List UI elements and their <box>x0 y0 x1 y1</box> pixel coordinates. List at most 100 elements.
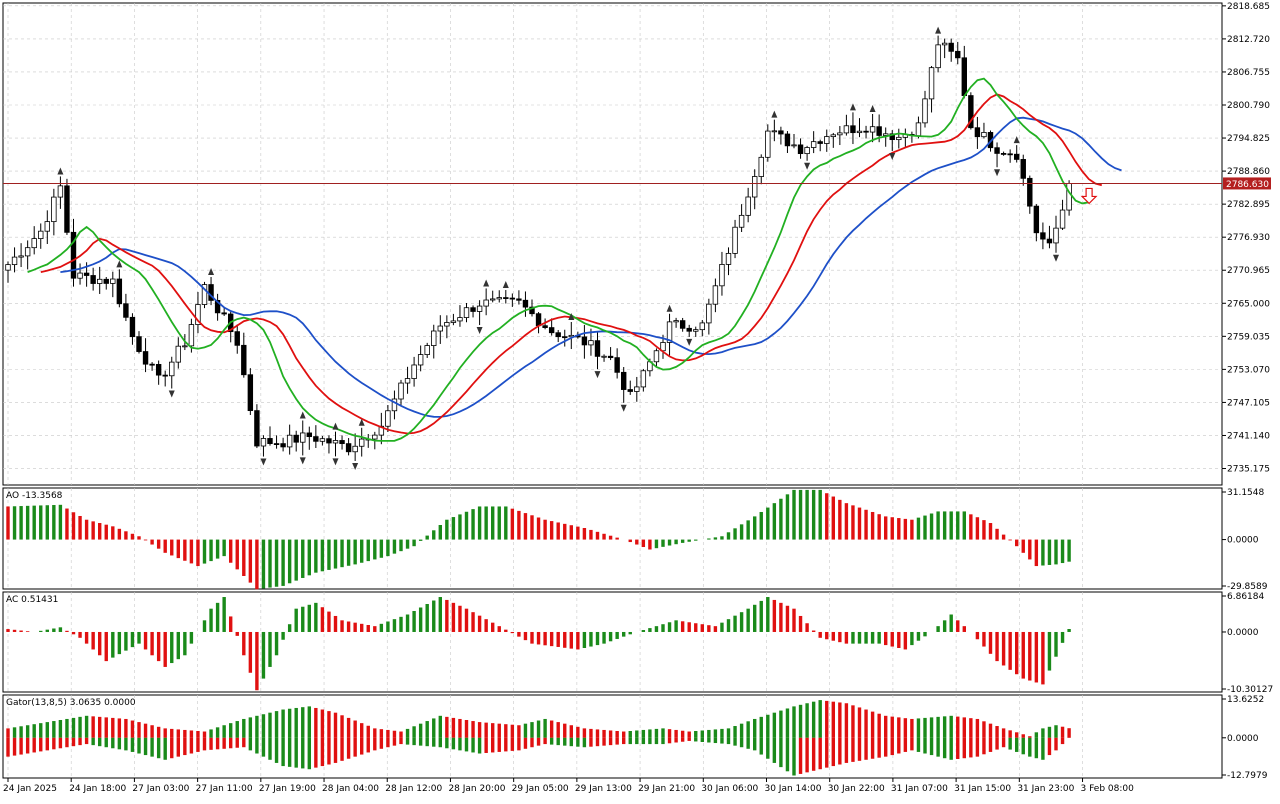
fractal-down-marker <box>260 458 267 466</box>
candle <box>149 363 155 366</box>
candle <box>679 320 686 329</box>
candle <box>398 382 404 400</box>
candle <box>548 327 555 334</box>
candle <box>922 98 928 124</box>
candle <box>136 336 142 352</box>
candle <box>90 275 96 284</box>
candle <box>385 410 391 427</box>
candle <box>24 247 31 257</box>
candle <box>182 345 188 348</box>
time-axis-tick-label: 31 Jan 07:00 <box>891 784 948 794</box>
candle <box>70 231 77 279</box>
candle <box>496 297 502 300</box>
candle <box>876 126 882 136</box>
gator-axis-tick-label: 0.0000 <box>1227 734 1259 744</box>
candle <box>201 284 208 305</box>
candle <box>155 364 162 376</box>
candle <box>1046 238 1053 244</box>
candle <box>712 285 719 305</box>
candle <box>195 304 201 325</box>
candle <box>719 264 725 287</box>
candle <box>607 355 614 359</box>
time-axis-tick-label: 24 Jan 18:00 <box>69 784 126 794</box>
ac-axis-tick-label: 6.86184 <box>1227 592 1264 602</box>
fractal-down-marker <box>332 458 339 466</box>
alligator-lips-line <box>27 77 1089 442</box>
price-axis-tick-label: 2776.930 <box>1227 233 1270 243</box>
candle <box>522 299 529 308</box>
fractal-up-marker <box>116 260 123 268</box>
candle <box>915 122 922 137</box>
price-axis-tick-label: 2800.790 <box>1227 101 1270 111</box>
candle <box>968 95 974 129</box>
candle <box>1053 227 1059 244</box>
candle <box>254 410 260 447</box>
sell-signal-arrow-icon[interactable] <box>1080 187 1098 205</box>
candle <box>424 345 430 355</box>
candle <box>162 374 168 377</box>
candle <box>614 357 620 373</box>
candle <box>765 130 771 158</box>
fractal-up-marker <box>666 304 673 312</box>
candle <box>31 238 37 249</box>
candle <box>771 130 778 133</box>
ac-axis-tick-label: -10.30127 <box>1227 685 1273 695</box>
candle <box>961 57 967 96</box>
candle <box>1007 153 1013 156</box>
candle <box>752 176 758 198</box>
candle <box>941 42 948 46</box>
candle <box>928 67 935 100</box>
candle <box>378 425 385 436</box>
fractal-up-marker <box>771 110 778 118</box>
candle <box>339 440 345 445</box>
candle <box>863 130 869 133</box>
candle <box>411 364 417 379</box>
candle <box>1066 183 1072 211</box>
price-axis-tick-label: 2735.175 <box>1227 465 1270 475</box>
candle <box>634 386 640 392</box>
price-axis-tick-label: 2765.000 <box>1227 299 1270 309</box>
fractal-up-marker <box>299 411 306 419</box>
fractal-up-marker <box>483 279 490 287</box>
candle <box>581 336 588 346</box>
candle <box>110 278 116 284</box>
time-axis-tick-label: 31 Jan 15:00 <box>954 784 1011 794</box>
candle <box>594 340 601 357</box>
alligator-jaw-line <box>60 116 1122 418</box>
time-axis-tick-label: 27 Jan 11:00 <box>196 784 253 794</box>
candle <box>103 278 109 284</box>
fractal-down-marker <box>1053 254 1059 262</box>
pane-frame-2 <box>2 591 1223 693</box>
candle <box>273 443 280 445</box>
price-axis-tick-label: 2788.860 <box>1227 167 1270 177</box>
candle <box>417 354 424 366</box>
candle <box>896 136 902 141</box>
candle <box>706 303 712 324</box>
candle <box>843 125 850 134</box>
candle <box>791 144 797 147</box>
fractal-up-marker <box>849 103 856 111</box>
price-axis-tick-label: 2770.965 <box>1227 266 1270 276</box>
candle <box>1014 153 1020 160</box>
candle <box>1040 232 1046 240</box>
candle <box>621 371 627 390</box>
candle <box>38 230 44 239</box>
candle <box>601 355 607 358</box>
current-price-label: 2786.630 <box>1226 180 1269 190</box>
fractal-up-marker <box>869 104 876 112</box>
candle <box>653 350 660 363</box>
time-axis-tick-label: 28 Jan 04:00 <box>322 784 379 794</box>
pane-frame-1 <box>2 487 1223 590</box>
time-axis-tick-label: 30 Jan 22:00 <box>828 784 885 794</box>
time-axis-tick-label: 3 Feb 08:00 <box>1081 784 1135 794</box>
candle <box>856 130 863 134</box>
candle <box>725 252 732 265</box>
pane-frame-0 <box>2 2 1223 486</box>
candle <box>345 443 352 453</box>
candle <box>83 272 90 276</box>
candle <box>129 316 136 338</box>
time-axis-tick-label: 30 Jan 06:00 <box>701 784 758 794</box>
candle <box>804 147 810 155</box>
